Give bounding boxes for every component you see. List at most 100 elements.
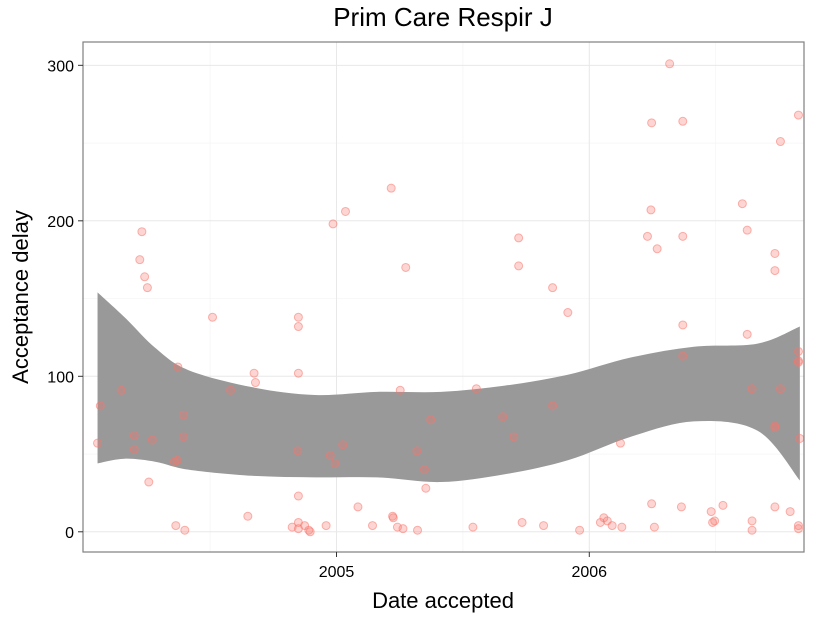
scatter-point [646, 205, 656, 215]
scatter-point [471, 384, 481, 394]
scatter-point [250, 378, 260, 388]
scatter-point [647, 118, 657, 128]
scatter-point [539, 521, 549, 531]
scatter-point [129, 444, 139, 454]
scatter-point [353, 502, 363, 512]
scatter-point [293, 312, 303, 322]
scatter-point [615, 438, 625, 448]
scatter-point [665, 59, 675, 69]
confidence-band [97, 292, 800, 483]
scatter-point [678, 351, 688, 361]
scatter-point [137, 227, 147, 237]
x-axis-title: Date accepted [372, 588, 514, 613]
scatter-point [775, 384, 785, 394]
scatter-point [178, 432, 188, 442]
scatter-point [140, 272, 150, 282]
scatter-point [338, 440, 348, 450]
scatter-point [747, 516, 757, 526]
scatter-point [386, 183, 396, 193]
scatter-point [678, 231, 688, 241]
scatter-point [595, 517, 605, 527]
scatter-point [676, 502, 686, 512]
scatter-point [421, 483, 431, 493]
scatter-points [93, 59, 805, 537]
scatter-point [770, 266, 780, 276]
scatter-point [395, 385, 405, 395]
scatter-point [388, 513, 398, 523]
scatter-point [747, 384, 757, 394]
scatter-point [468, 522, 478, 532]
scatter-point [514, 233, 524, 243]
x-tick-label: 2006 [571, 564, 607, 581]
scatter-point [368, 521, 378, 531]
scatter-point [178, 410, 188, 420]
x-tick-label: 2005 [319, 564, 355, 581]
scatter-point [412, 446, 422, 456]
scatter-point [652, 244, 662, 254]
scatter-point [770, 423, 780, 433]
scatter-point [116, 385, 126, 395]
scatter-point [747, 525, 757, 535]
chart-title: Prim Care Respir J [333, 2, 553, 32]
scatter-point [249, 368, 259, 378]
scatter-point [514, 261, 524, 271]
y-axis-title: Acceptance delay [8, 210, 33, 384]
scatter-point [785, 507, 795, 517]
scatter-point [293, 368, 303, 378]
scatter-point [208, 312, 218, 322]
scatter-point [226, 385, 236, 395]
scatter-point [793, 346, 803, 356]
scatter-point [617, 522, 627, 532]
scatter-point [737, 199, 747, 209]
scatter-point [563, 308, 573, 318]
scatter-point [548, 401, 558, 411]
scatter-point [793, 357, 803, 367]
scatter-point [775, 137, 785, 147]
scatter-point [517, 517, 527, 527]
scatter-point [305, 527, 315, 537]
scatter-point [642, 231, 652, 241]
axes: 0 100 200 300 2005 2006 [47, 58, 607, 581]
scatter-point [398, 524, 408, 534]
scatter-point [770, 248, 780, 258]
scatter-point [293, 446, 303, 456]
y-tick-label: 300 [47, 58, 74, 75]
scatter-point [243, 511, 253, 521]
scatter-point [401, 262, 411, 272]
panel-border [82, 41, 805, 553]
scatter-point [793, 524, 803, 534]
scatter-point [325, 451, 335, 461]
scatter-point [770, 502, 780, 512]
scatter-point [498, 412, 508, 422]
scatter-point [678, 116, 688, 126]
scatter-point [144, 477, 154, 487]
scatter-point [172, 455, 182, 465]
scatter-point [793, 521, 803, 531]
y-tick-label: 200 [47, 214, 74, 231]
scatter-point [509, 432, 519, 442]
scatter-point [135, 255, 145, 265]
y-tick-label: 0 [65, 525, 74, 542]
scatter-point [330, 458, 340, 468]
scatter-point [293, 322, 303, 332]
scatter-point [340, 206, 350, 216]
scatter-point [607, 521, 617, 531]
scatter-point [647, 499, 657, 509]
scatter-point [321, 521, 331, 531]
scatter-point [649, 522, 659, 532]
scatter-point [413, 525, 423, 535]
scatter-point [293, 491, 303, 501]
scatter-point [718, 500, 728, 510]
scatter-point [793, 110, 803, 120]
scatter-point [173, 362, 183, 372]
y-tick-label: 100 [47, 369, 74, 386]
scatter-point [426, 415, 436, 425]
scatter-point [142, 283, 152, 293]
scatter-point [147, 435, 157, 445]
confidence-band-area [97, 292, 800, 483]
scatter-point [328, 219, 338, 229]
scatter-point [742, 329, 752, 339]
scatter-point [548, 283, 558, 293]
scatter-point [419, 465, 429, 475]
